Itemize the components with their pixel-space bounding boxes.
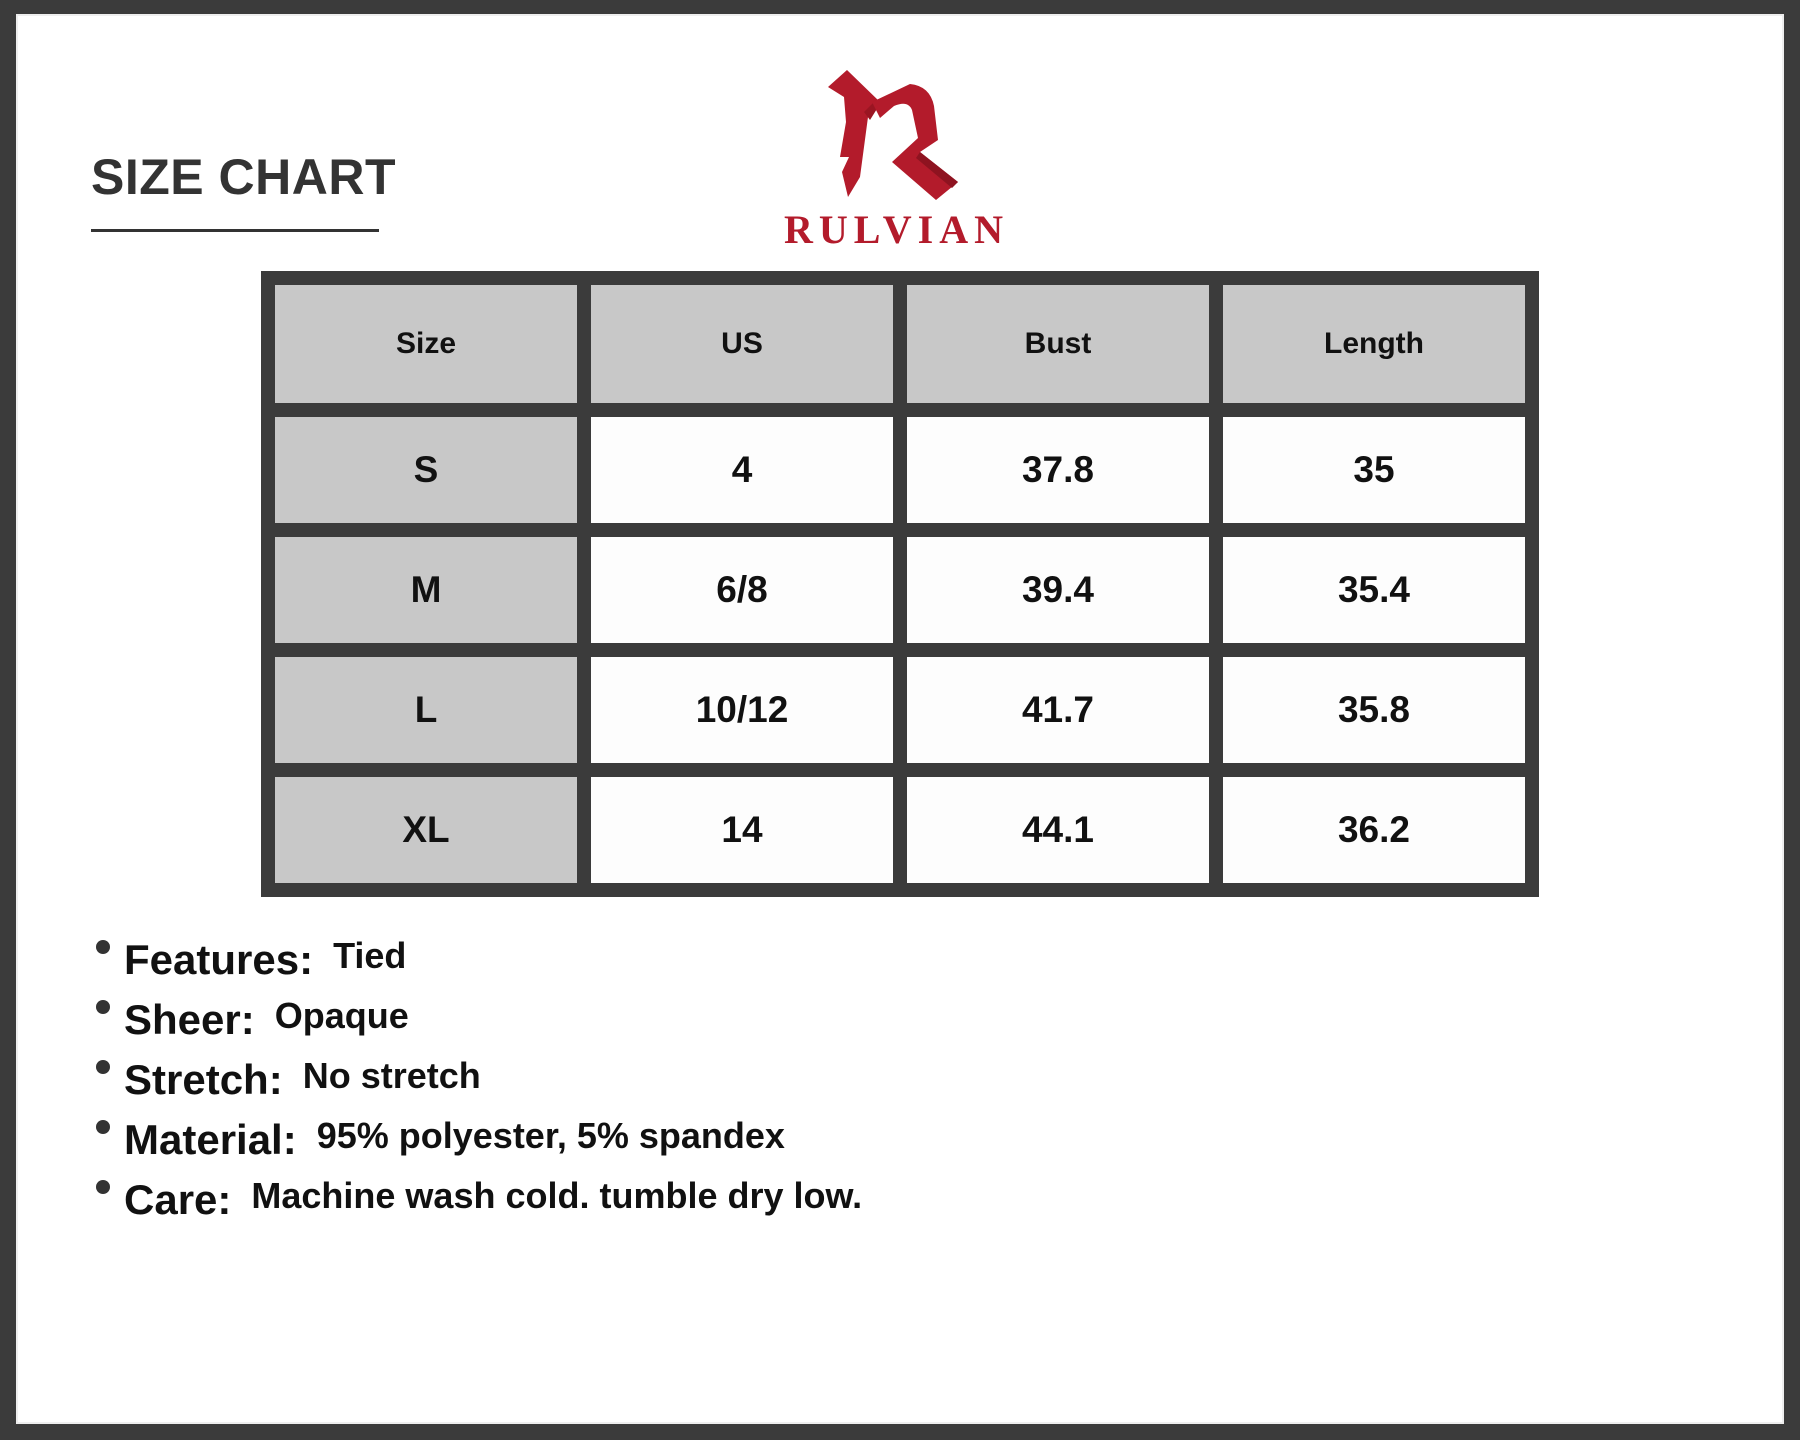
cell-bust: 41.7 (907, 657, 1209, 763)
feature-item: Material: 95% polyester, 5% spandex (96, 1115, 862, 1176)
page-title: SIZE CHART (91, 149, 396, 205)
feature-label: Stretch: (124, 1056, 283, 1103)
feature-value: No stretch (302, 1055, 481, 1096)
brand-name: RULVIAN (784, 207, 1010, 252)
feature-label: Material: (124, 1116, 297, 1163)
cell-bust: 37.8 (907, 417, 1209, 523)
cell-us: 10/12 (591, 657, 893, 763)
table-header-row: Size US Bust Length (275, 285, 1525, 403)
feature-value: Tied (333, 935, 407, 976)
feature-value: 95% polyester, 5% spandex (316, 1115, 785, 1156)
cell-bust: 44.1 (907, 777, 1209, 883)
cell-length: 35 (1223, 417, 1525, 523)
cell-size: L (275, 657, 577, 763)
bullet-icon (96, 1000, 110, 1014)
feature-value: Machine wash cold. tumble dry low. (251, 1175, 863, 1216)
table-row: M 6/8 39.4 35.4 (275, 537, 1525, 643)
cell-us: 4 (591, 417, 893, 523)
feature-item: Stretch: No stretch (96, 1055, 862, 1116)
cell-size: M (275, 537, 577, 643)
feature-list: Features: Tied Sheer: Opaque Stretch: No st… (96, 935, 863, 1236)
bullet-icon (96, 1120, 110, 1134)
cell-us: 14 (591, 777, 893, 883)
table-row: S 4 37.8 35 (275, 417, 1525, 523)
feature-label: Sheer: (124, 996, 255, 1043)
feature-item: Sheer: Opaque (96, 995, 862, 1056)
feature-label: Care: (124, 1176, 232, 1223)
bullet-icon (96, 1180, 110, 1194)
header-bust: Bust (907, 285, 1209, 403)
header-length: Length (1223, 285, 1525, 403)
table-row: L 10/12 41.7 35.8 (275, 657, 1525, 763)
bullet-icon (96, 940, 110, 954)
header-size: Size (275, 285, 577, 403)
feature-item: Care: Machine wash cold. tumble dry low. (96, 1175, 863, 1236)
cell-length: 35.8 (1223, 657, 1525, 763)
feature-label: Features: (124, 936, 314, 983)
bullet-icon (96, 1060, 110, 1074)
table-row: XL 14 44.1 36.2 (275, 777, 1525, 883)
feature-item: Features: Tied (96, 935, 862, 996)
cell-us: 6/8 (591, 537, 893, 643)
brand-logo-icon (828, 70, 958, 200)
header-us: US (591, 285, 893, 403)
cell-size: S (275, 417, 577, 523)
title-underline (91, 229, 379, 232)
cell-size: XL (275, 777, 577, 883)
cell-bust: 39.4 (907, 537, 1209, 643)
cell-length: 35.4 (1223, 537, 1525, 643)
feature-value: Opaque (274, 995, 409, 1036)
size-chart-table: Size US Bust Length S 4 37.8 35 M 6/8 39… (261, 271, 1539, 897)
cell-length: 36.2 (1223, 777, 1525, 883)
